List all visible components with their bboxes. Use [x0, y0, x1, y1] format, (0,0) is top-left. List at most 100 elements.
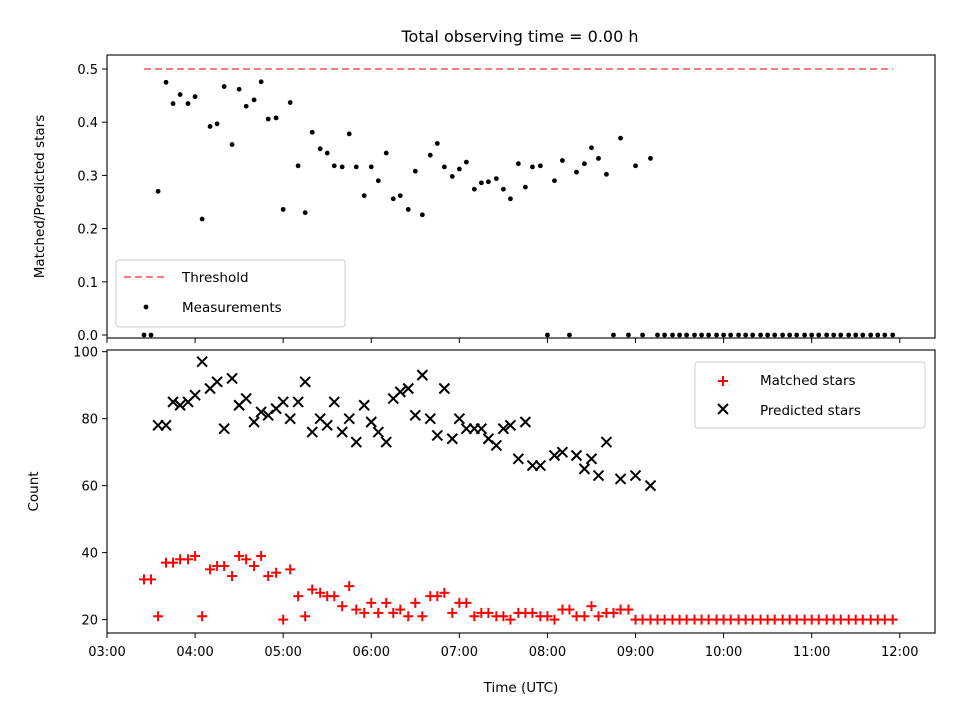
measurement-point [582, 161, 587, 167]
bottom-x-tick-label: 08:00 [529, 645, 566, 660]
measurement-point [397, 193, 403, 199]
predicted-star-point [189, 389, 201, 401]
predicted-mark-b [475, 422, 488, 435]
measurement-point [890, 332, 896, 338]
matched-star-point [285, 564, 296, 575]
predicted-star-point [328, 396, 340, 408]
predicted-mark-b [431, 429, 444, 442]
matched-star-point [168, 557, 179, 568]
measurement-point [390, 196, 396, 202]
measurement-point [684, 332, 689, 338]
predicted-mark-b [240, 392, 252, 405]
measurement-point [567, 332, 572, 338]
predicted-star-point [174, 399, 186, 411]
predicted-star-point [475, 422, 488, 435]
predicted-mark-b [314, 412, 326, 425]
matched-star-point [219, 561, 230, 572]
bottom-legend: Matched stars Predicted stars [694, 361, 926, 429]
predicted-star-point [255, 406, 267, 418]
top-x-axis [106, 338, 901, 343]
matched-star-point [887, 614, 898, 625]
bottom-x-tick-label: 11:00 [793, 645, 830, 660]
matched-star-point [432, 591, 443, 602]
matched-star-point [190, 550, 201, 561]
predicted-mark-b [409, 409, 422, 422]
predicted-mark-b [248, 416, 260, 428]
bottom-x-tick-label: 03:00 [88, 645, 125, 660]
bottom-x-axis: 03:00 04:00 05:00 06:00 07:00 08:00 09:00 10:00… [88, 633, 919, 660]
bottom-series [138, 356, 898, 625]
matched-star-point [527, 607, 538, 618]
predicted-star-point [416, 369, 429, 381]
bottom-x-tick-label: 06:00 [353, 645, 390, 660]
predicted-star-point [570, 449, 583, 462]
measurement-point [787, 332, 793, 338]
predicted-mark-b [343, 412, 355, 425]
top-panel: 0.0 0.1 0.2 0.3 0.4 0.5 Matched/Predicted sta… [32, 54, 936, 344]
measurement-point [648, 155, 653, 161]
measurement-point [611, 332, 616, 338]
measurement-point [824, 332, 830, 338]
measurement-point [860, 332, 866, 338]
threshold-legend-label: Threshold [181, 270, 249, 286]
matched-star-point [388, 607, 399, 618]
measurement-point [772, 332, 778, 338]
measurement-point [449, 174, 455, 179]
predicted-star-point [306, 426, 318, 438]
bottom-x-tick-label: 10:00 [705, 645, 742, 660]
predicted-mark-b [585, 453, 598, 465]
predicted-mark-b [482, 433, 495, 445]
predicted-star-point [614, 473, 627, 485]
measurement-point [353, 164, 359, 170]
measurement-point [339, 164, 345, 170]
bottom-y-axis-label: Count [26, 471, 42, 511]
measurements-legend-label: Measurements [182, 300, 282, 316]
predicted-mark-b [277, 396, 289, 408]
matched-star-point [256, 550, 267, 561]
predicted-star-point [519, 416, 532, 428]
measurement-point [699, 332, 704, 338]
predicted-star-point [277, 396, 289, 408]
top-y-tick-label: 0.0 [77, 329, 98, 344]
predicted-star-point [512, 453, 525, 465]
measurement-point [618, 135, 623, 141]
predicted-mark-b [336, 426, 348, 438]
measurement-point [229, 142, 235, 147]
matched-star-point [300, 611, 311, 622]
measurement-point [361, 193, 367, 199]
predicted-star-point [299, 376, 311, 388]
predicted-star-point [556, 446, 569, 458]
matched-star-point [542, 611, 553, 622]
predicted-mark-b [424, 412, 436, 425]
measurement-point [405, 207, 411, 212]
measurement-point [324, 150, 330, 156]
measurement-point [500, 186, 506, 192]
measurement-point [846, 332, 852, 338]
predicted-star-point [431, 429, 444, 442]
measurement-point [456, 166, 462, 172]
matched-star-point [439, 587, 450, 598]
measurement-point [287, 100, 293, 105]
measurement-point [523, 184, 528, 190]
measurement-point [302, 210, 308, 216]
predicted-star-point [629, 469, 642, 482]
predicted-star-point [592, 469, 605, 482]
predicted-mark-b [196, 356, 208, 368]
matched-star-point [469, 611, 480, 622]
measurement-point [427, 152, 433, 158]
measurement-point [273, 115, 279, 121]
predicted-star-point [585, 453, 598, 465]
measurement-point [853, 332, 859, 338]
predicted-mark-b [160, 419, 172, 432]
measurement-point [721, 332, 726, 338]
matched-star-point [417, 611, 428, 622]
predicted-star-point [160, 419, 172, 432]
measurement-point [508, 196, 513, 202]
matched-star-point [337, 601, 348, 612]
top-y-tick-label: 0.4 [77, 116, 98, 131]
matched-star-point [146, 574, 157, 585]
matched-star-point [498, 611, 509, 622]
measurement-point [265, 116, 271, 122]
predicted-star-point [402, 382, 414, 395]
